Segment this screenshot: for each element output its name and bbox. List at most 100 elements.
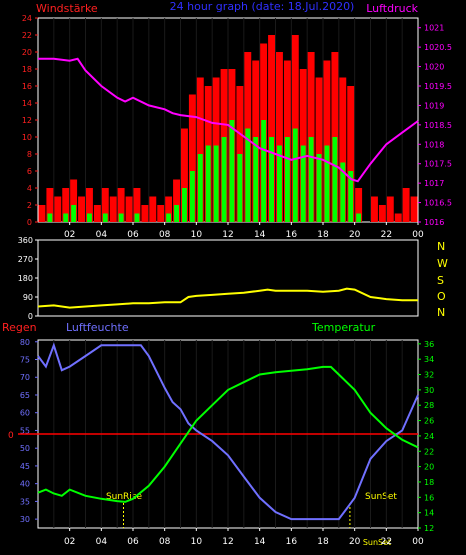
- wind-average-bar: [63, 213, 69, 222]
- wind-x-tick-label: 08: [159, 230, 171, 240]
- wind-average-bar: [284, 137, 290, 222]
- pressure-y-tick-label: 1018: [424, 140, 444, 149]
- climate-x-tick-label: 22: [381, 537, 392, 547]
- wind-gust-bar: [70, 179, 78, 222]
- wind-average-bar: [87, 213, 92, 222]
- wind-average-bar: [340, 162, 346, 222]
- wind-gust-bar: [54, 196, 62, 222]
- temperature-y-tick-label: 14: [424, 509, 434, 518]
- wind-average-bar: [253, 137, 259, 222]
- sunset-axis-label: SunSet: [363, 538, 391, 547]
- wind-gust-bar: [46, 188, 54, 222]
- wind-gust-bar: [86, 188, 93, 222]
- wind-average-bar: [205, 145, 211, 222]
- humidity-y-tick-label: 45: [20, 462, 30, 471]
- temperature-y-tick-label: 26: [424, 417, 434, 426]
- wind-average-bar: [189, 171, 195, 222]
- wind-gust-bar: [347, 86, 355, 222]
- temperature-y-tick-label: 32: [424, 371, 434, 380]
- pressure-y-tick-label: 1017.5: [424, 160, 452, 169]
- wind-y-tick-label: 16: [22, 82, 32, 91]
- humidity-line: [37, 342, 419, 521]
- temperature-y-tick-label: 30: [424, 386, 434, 395]
- wind-average-bar: [245, 128, 251, 222]
- wind-average-bar: [324, 145, 330, 222]
- direction-y-tick-label: 90: [23, 293, 33, 302]
- direction-y-tick-label: 0: [28, 312, 33, 321]
- humidity-y-tick-label: 70: [20, 373, 30, 382]
- wind-y-tick-label: 8: [27, 150, 32, 159]
- wind-gust-bar: [268, 35, 275, 222]
- wind-gust-bar: [125, 196, 133, 222]
- wind-gust-bar: [410, 196, 418, 222]
- temperature-line: [37, 365, 419, 503]
- wind-gust-bar: [181, 128, 188, 222]
- direction-y-tick-label: 180: [18, 274, 33, 283]
- wind-y-tick-label: 10: [22, 133, 32, 142]
- wind-x-tick-label: 04: [96, 230, 108, 240]
- wind-average-bar: [300, 145, 306, 222]
- wind-gust-bar: [355, 188, 363, 222]
- pressure-y-tick-label: 1018.5: [424, 121, 452, 130]
- wind-y-tick-label: 22: [22, 31, 32, 40]
- wind-gust-bar: [276, 52, 283, 222]
- direction-y-tick-label: 360: [18, 236, 33, 245]
- wind-x-tick-label: 06: [127, 230, 139, 240]
- climate-x-tick-label: 06: [127, 537, 139, 547]
- humidity-y-tick-label: 50: [20, 444, 30, 453]
- humidity-y-tick-label: 40: [20, 480, 30, 489]
- sunrise-label: SunRise: [106, 492, 143, 502]
- wind-average-bar: [221, 137, 227, 222]
- wind-gust-bar: [394, 213, 402, 222]
- climate-x-tick-label: 14: [254, 537, 266, 547]
- wind-average-bar: [237, 154, 243, 222]
- wind-gust-bar: [386, 196, 394, 222]
- wind-gust-bar: [402, 188, 410, 222]
- temperature-y-tick-label: 22: [424, 447, 434, 456]
- wind-y-tick-label: 0: [27, 218, 32, 227]
- wind-gust-bar: [315, 77, 323, 222]
- pressure-y-tick-label: 1020.5: [424, 43, 452, 52]
- humidity-y-tick-label: 30: [20, 515, 30, 524]
- humidity-y-tick-label: 60: [20, 409, 30, 418]
- humidity-label: Luftfeuchte: [66, 321, 129, 334]
- wind-gust-bar: [149, 196, 157, 222]
- wind-y-tick-label: 24: [22, 14, 32, 23]
- wind-x-tick-label: 16: [286, 230, 298, 240]
- pressure-line: [38, 57, 419, 183]
- wind-gust-bar: [141, 205, 149, 222]
- temperature-label: Temperatur: [311, 321, 376, 334]
- rain-zero-label: 0: [8, 431, 14, 441]
- pressure-y-tick-label: 1019: [424, 101, 444, 110]
- wind-average-bar: [229, 120, 235, 222]
- wind-gust-bar: [188, 94, 196, 222]
- wind-average-bar: [292, 128, 298, 222]
- wind-x-tick-label: 12: [222, 230, 233, 240]
- climate-x-tick-label: 04: [96, 537, 108, 547]
- climate-x-tick-label: 18: [317, 537, 329, 547]
- humidity-y-tick-label: 55: [20, 426, 30, 435]
- wind-average-bar: [316, 154, 322, 222]
- wind-average-bar: [174, 205, 179, 222]
- temperature-y-tick-label: 20: [424, 463, 434, 472]
- wind-gust-bar: [157, 205, 165, 222]
- wind-y-tick-label: 2: [27, 201, 32, 210]
- wind-average-bar: [182, 188, 187, 222]
- climate-x-tick-label: 08: [159, 537, 171, 547]
- pressure-y-tick-label: 1017: [424, 179, 444, 188]
- wind-gust-bar: [196, 77, 204, 222]
- wind-direction-line: [37, 287, 418, 309]
- climate-x-tick-label: 02: [64, 537, 75, 547]
- wind-average-bar: [102, 213, 108, 222]
- wind-average-bar: [356, 213, 362, 222]
- wind-average-bar: [118, 213, 124, 222]
- wind-x-tick-label: 00: [412, 230, 424, 240]
- wind-gust-bar: [78, 196, 85, 222]
- wind-average-bar: [261, 120, 267, 222]
- pressure-y-tick-label: 1021: [424, 24, 444, 33]
- pressure-y-tick-label: 1020: [424, 63, 444, 72]
- direction-label-o: O: [437, 290, 446, 303]
- humidity-y-tick-label: 35: [20, 497, 30, 506]
- wind-x-tick-label: 20: [349, 230, 361, 240]
- sunset-label: SunSet: [365, 492, 397, 502]
